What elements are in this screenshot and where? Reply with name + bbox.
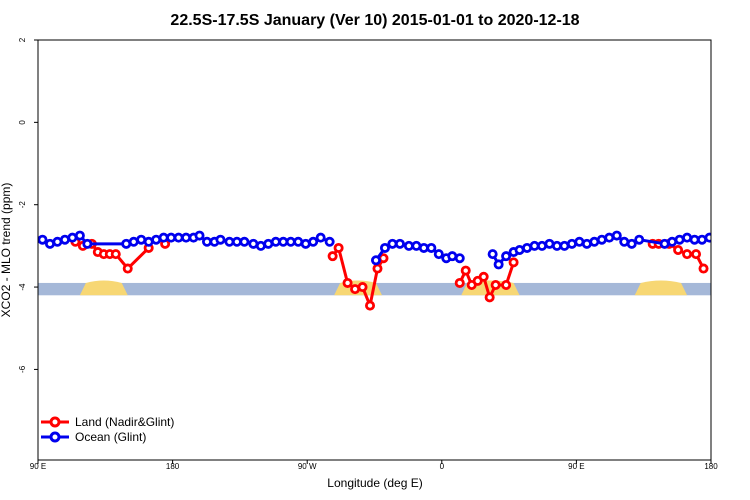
x-tick-label-1: 180 bbox=[166, 462, 180, 471]
land-point-2-0 bbox=[327, 251, 338, 262]
y-tick-label-3: -4 bbox=[18, 283, 27, 291]
land-point-0-6 bbox=[110, 249, 121, 260]
land-patch-3 bbox=[634, 280, 688, 296]
legend-label-land: Land (Nadir&Glint) bbox=[75, 415, 174, 429]
plot-frame bbox=[37, 39, 712, 461]
land-point-5-0 bbox=[719, 244, 726, 251]
land-point-2-5 bbox=[365, 300, 376, 311]
ocean-point-0-0 bbox=[38, 234, 48, 245]
ocean-point-0-32 bbox=[308, 236, 319, 247]
ocean-point-2-19 bbox=[626, 238, 637, 249]
series-land bbox=[70, 236, 726, 311]
ocean-point-0-5 bbox=[74, 230, 85, 241]
land-point-3-5 bbox=[484, 292, 495, 303]
land-point-4-4 bbox=[682, 249, 693, 260]
land-point-0-7 bbox=[122, 263, 133, 274]
land-point-3-6 bbox=[490, 279, 501, 290]
x-axis: 90 E 180 90 W 0 90 E 180 bbox=[30, 460, 718, 471]
y-axis-label: XCO2 - MLO trend (ppm) bbox=[0, 183, 13, 318]
land-point-3-1 bbox=[460, 265, 471, 276]
ocean-point-2-20 bbox=[634, 234, 645, 245]
land-point-2-2 bbox=[342, 277, 353, 288]
ocean-point-0-23 bbox=[239, 236, 250, 247]
y-tick-label-1: 0 bbox=[18, 120, 27, 125]
ocean-point-0-34 bbox=[324, 236, 335, 247]
ocean-point-1-8 bbox=[433, 249, 444, 260]
ocean-point-2-17 bbox=[611, 230, 622, 241]
ocean-point-0-6 bbox=[82, 238, 93, 249]
ocean-point-1-11 bbox=[454, 253, 465, 264]
land-patch-0 bbox=[79, 280, 128, 296]
ocean-point-1-7 bbox=[426, 242, 437, 253]
y-axis: 2 0 -2 -4 -6 bbox=[18, 37, 38, 373]
y-tick-label-2: -2 bbox=[18, 201, 27, 209]
land-point-3-0 bbox=[454, 277, 465, 288]
y-tick-label-0: 2 bbox=[18, 37, 27, 42]
ocean-point-0-20 bbox=[215, 234, 226, 245]
land-point-4-5 bbox=[691, 249, 702, 260]
legend: Land (Nadir&Glint) Ocean (Glint) bbox=[41, 415, 174, 444]
land-point-2-4 bbox=[357, 282, 368, 293]
land-point-2-1 bbox=[333, 242, 344, 253]
legend-marker-land bbox=[49, 416, 61, 428]
ocean-point-2-1 bbox=[493, 259, 504, 270]
series-ocean bbox=[38, 230, 711, 270]
ocean-point-1-0 bbox=[370, 255, 381, 266]
x-tick-label-0: 90 E bbox=[30, 462, 46, 471]
land-point-4-6 bbox=[698, 263, 709, 274]
legend-label-ocean: Ocean (Glint) bbox=[75, 430, 146, 444]
ocean-point-2-2 bbox=[501, 251, 512, 262]
land-point-4-3 bbox=[673, 244, 684, 255]
ocean-point-0-33 bbox=[315, 232, 326, 243]
land-point-3-7 bbox=[501, 279, 512, 290]
x-axis-label: Longitude (deg E) bbox=[327, 476, 422, 490]
series-layer bbox=[38, 230, 726, 311]
ocean-point-2-27 bbox=[704, 232, 711, 243]
legend-marker-ocean bbox=[49, 431, 61, 443]
x-tick-label-2: 90 W bbox=[298, 462, 317, 471]
ocean-point-1-1 bbox=[379, 242, 390, 253]
land-point-3-8 bbox=[508, 257, 519, 268]
land-point-3-4 bbox=[478, 271, 489, 282]
chart-title: 22.5S-17.5S January (Ver 10) 2015-01-01 … bbox=[170, 12, 579, 29]
x-tick-label-5: 180 bbox=[704, 462, 718, 471]
y-tick-label-4: -6 bbox=[18, 365, 27, 373]
x-tick-label-3: 0 bbox=[440, 462, 445, 471]
ocean-point-2-0 bbox=[487, 249, 498, 260]
land-point-2-6 bbox=[372, 263, 383, 274]
ocean-point-0-17 bbox=[194, 230, 205, 241]
ocean-point-1-3 bbox=[394, 238, 405, 249]
x-tick-label-4: 90 E bbox=[568, 462, 584, 471]
